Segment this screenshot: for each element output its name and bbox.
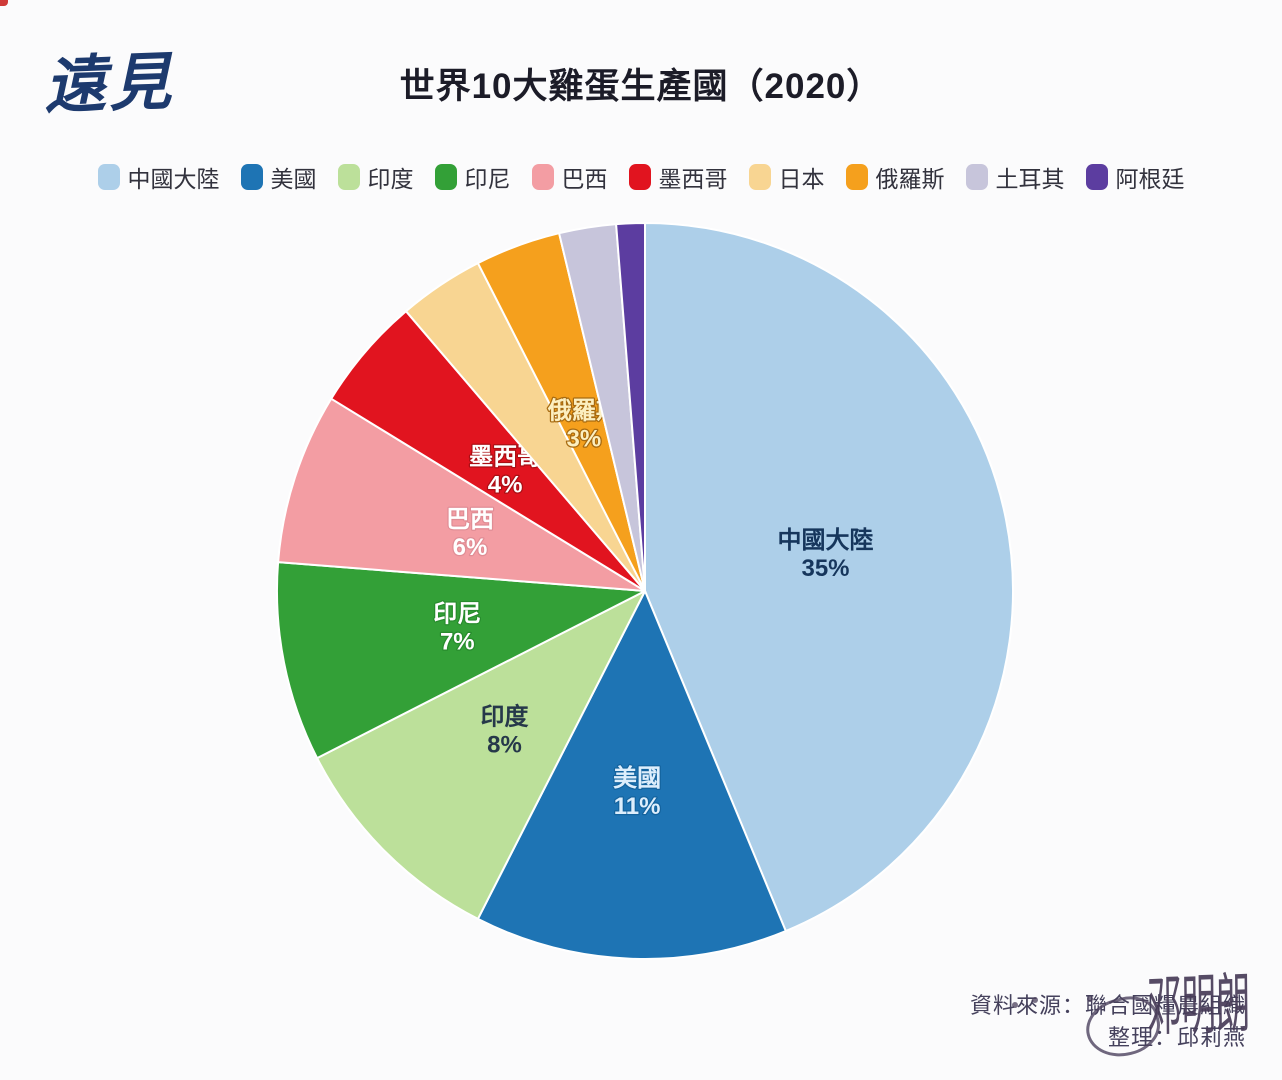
legend-item-4: 印尼	[434, 160, 511, 194]
legend-label: 美國	[270, 166, 317, 192]
legend-label: 中國大陸	[127, 166, 220, 192]
legend-swatch	[748, 164, 771, 190]
legend-label: 巴西	[561, 166, 608, 192]
slice-label-6: 墨西哥 4%	[469, 444, 541, 499]
chart-title: 世界10大雞蛋生產國（2020）	[399, 67, 883, 106]
credit-note: 整理：邱莉燕	[1107, 1025, 1246, 1050]
legend-item-8: 俄羅斯	[845, 160, 945, 194]
legend-swatch	[628, 164, 651, 190]
legend-swatch	[434, 164, 457, 190]
legend-item-2: 美國	[240, 160, 317, 194]
legend-item-5: 巴西	[531, 160, 608, 194]
legend-swatch	[97, 164, 120, 190]
legend-label: 土耳其	[995, 166, 1065, 192]
legend-label: 阿根廷	[1115, 166, 1185, 192]
slice-label-3: 印度 8%	[481, 703, 530, 759]
pie-slice-2	[476, 590, 787, 961]
legend-label: 俄羅斯	[875, 166, 945, 192]
slice-label-1: 中國大陸 35%	[778, 527, 874, 582]
slice-label-2: 美國 11%	[613, 764, 661, 820]
legend-label: 印尼	[464, 166, 511, 192]
pie-slice-1	[644, 222, 1014, 932]
pie-slice-10	[615, 221, 646, 592]
legend-label: 日本	[778, 166, 825, 192]
watermark-dot	[1087, 996, 1093, 1002]
legend-swatch	[965, 164, 988, 190]
legend-label: 墨西哥	[658, 166, 728, 192]
legend-item-7: 日本	[748, 160, 825, 194]
legend-swatch	[845, 164, 868, 190]
legend-item-6: 墨西哥	[628, 160, 728, 194]
legend-swatch	[240, 164, 263, 190]
slice-label-4: 印尼 7%	[433, 600, 481, 655]
legend-item-9: 土耳其	[965, 160, 1065, 194]
pie-slice-5	[277, 397, 646, 592]
watermark-dot	[1012, 1002, 1018, 1008]
pie-slice-4	[275, 561, 646, 760]
slice-label-5: 巴西 6%	[446, 506, 494, 561]
legend-swatch	[1085, 164, 1108, 190]
legend-swatch	[337, 164, 360, 190]
watermark-dot	[1032, 997, 1038, 1003]
legend-swatch	[531, 164, 554, 190]
legend-item-3: 印度	[337, 160, 414, 194]
corner-artifact	[0, 0, 8, 6]
legend-item-1: 中國大陸	[97, 160, 220, 194]
legend: 中國大陸 美國 印度 印尼 巴西 墨西哥 日本 俄羅斯 土耳其 阿根廷	[0, 160, 1282, 194]
legend-item-10: 阿根廷	[1085, 160, 1185, 194]
watermark-signature: 邓明朗	[1147, 968, 1251, 1045]
legend-label: 印度	[367, 166, 414, 192]
pie-slice-3	[316, 590, 646, 920]
